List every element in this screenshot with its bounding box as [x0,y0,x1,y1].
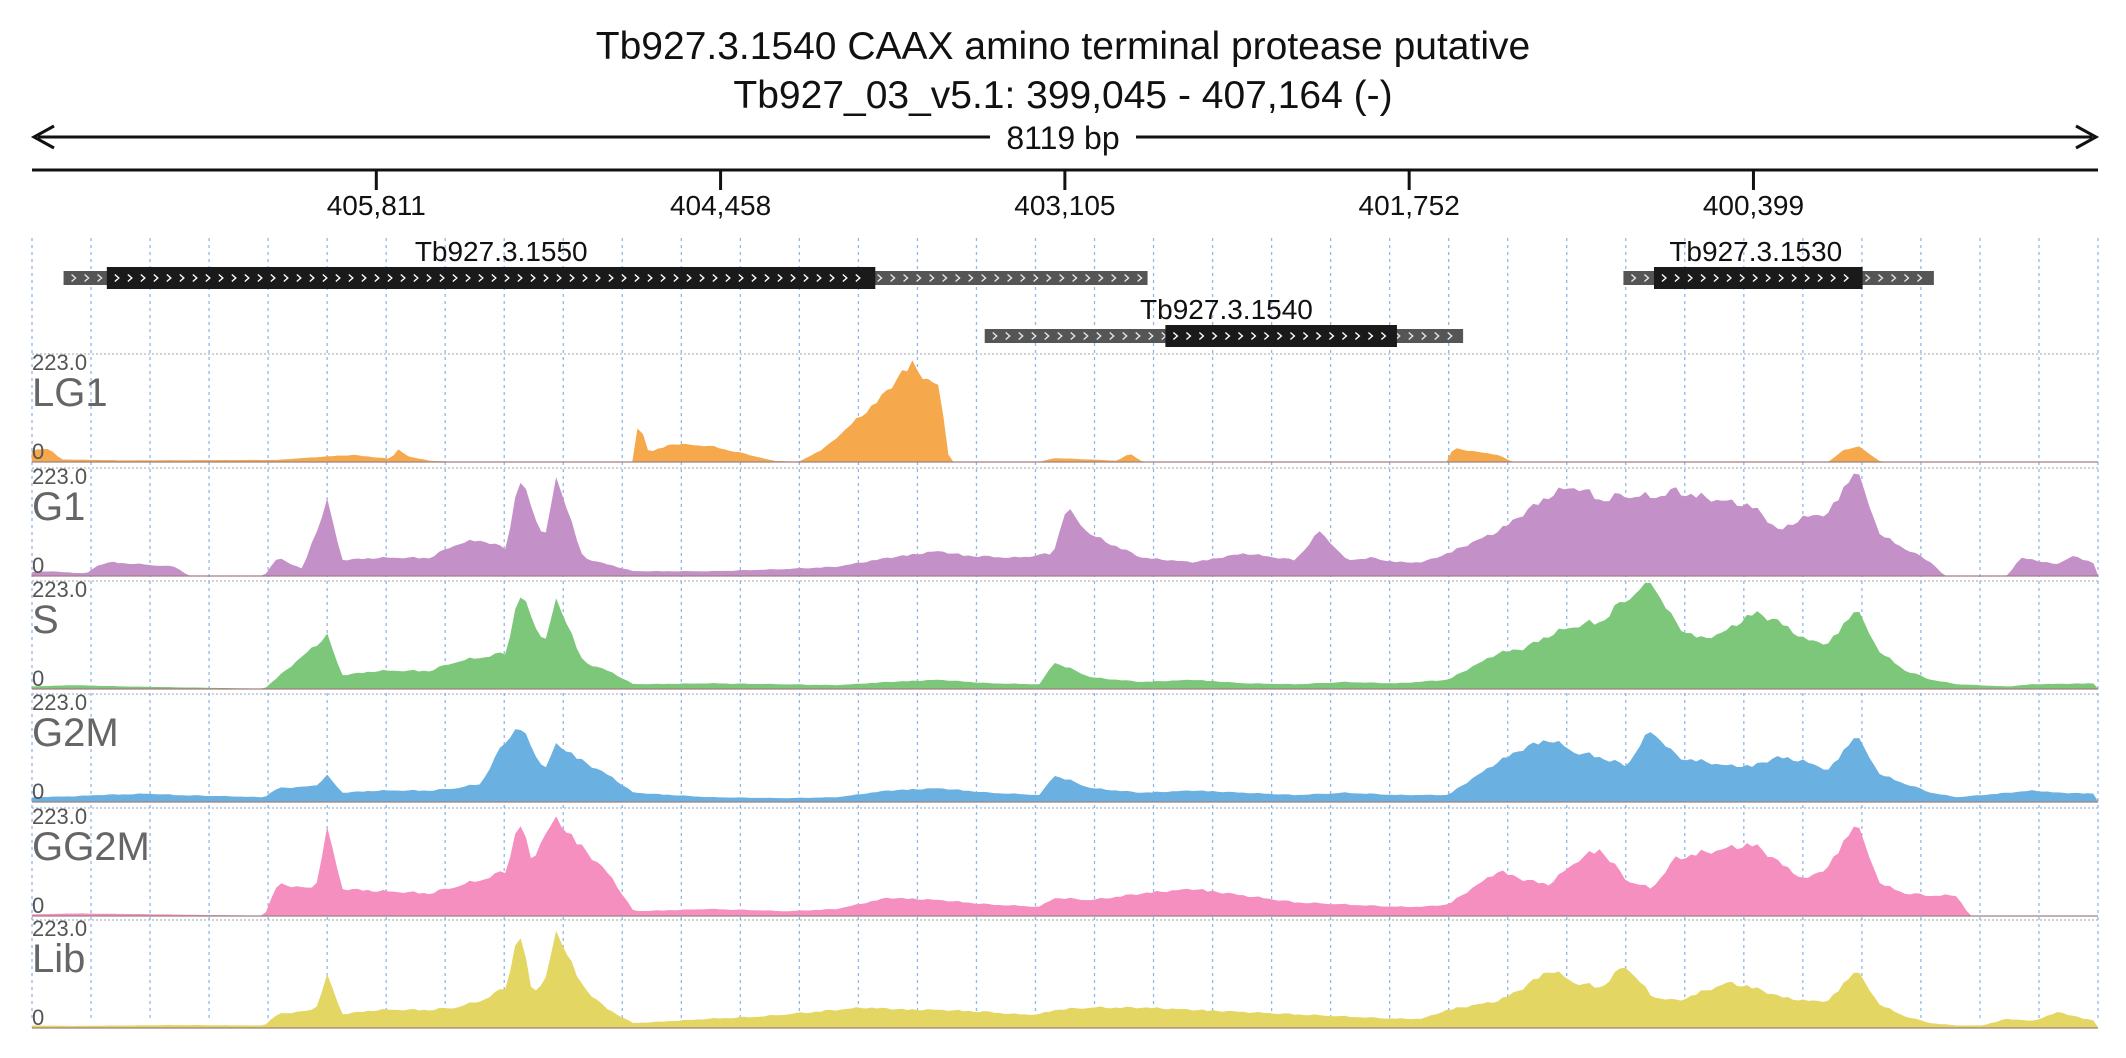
track-ymin-label: 0 [32,439,44,464]
axis-tick-label: 403,105 [1014,190,1115,221]
strand-chevron-icon [1661,273,1850,283]
coverage-track: 223.0 0 LG1 [31,350,2098,464]
coverage-track: 223.0 0 S [31,577,2099,691]
coverage-area [31,930,2099,1029]
track-ymin-label: 0 [32,666,44,691]
gene-label: Tb927.3.1540 [1140,294,1313,325]
gene-label: Tb927.3.1530 [1669,236,1842,267]
coverage-area [31,582,2099,690]
gene-model: Tb927.3.1530 [1623,236,1934,289]
track-ymax-label: 223.0 [32,690,87,715]
gene-annotation-track: Tb927.3.1550 Tb927.3.1540 Tb927.3.1530 [63,236,1934,347]
track-ymax-label: 223.0 [32,577,87,602]
coverage-tracks: 223.00LG1223.00G1223.00S223.00G2M223.00G… [31,350,2099,1030]
span-arrow-right-icon [2075,124,2100,150]
track-ymax-label: 223.0 [32,350,87,375]
axis-tick-label: 405,811 [327,190,426,221]
genomic-coordinate-axis: 405,811 404,458 403,105 401,752 400,399 [32,168,2098,221]
strand-chevron-icon [1172,331,1387,341]
gene-label: Tb927.3.1550 [415,236,588,267]
track-ymin-label: 0 [32,1005,44,1030]
coverage-track: 223.0 0 G2M [31,690,2099,804]
span-label: 8119 bp [1006,120,1119,156]
track-ymax-label: 223.0 [32,916,87,941]
coverage-area [31,729,2099,803]
track-name-label: G1 [32,485,85,529]
coverage-track: 223.0 0 G1 [31,464,2099,578]
track-ymax-label: 223.0 [32,804,87,829]
coverage-area [31,473,2099,577]
axis-tick-label: 401,752 [1359,190,1460,221]
locus-subtitle: Tb927_03_v5.1: 399,045 - 407,164 (-) [733,74,1392,117]
coverage-track: 223.0 0 GG2M [31,804,2098,918]
coverage-area [31,360,2098,463]
gene-cds [1653,267,1863,289]
coverage-track: 223.0 0 Lib [31,916,2099,1030]
strand-chevron-icon [114,273,861,283]
track-name-label: S [32,598,59,642]
coverage-area [31,816,2098,917]
region-span-indicator: 8119 bp [30,118,2100,156]
gene-cds [106,267,876,289]
axis-tick-label: 400,399 [1703,190,1804,221]
axis-tick-label: 404,458 [670,190,771,221]
track-ymin-label: 0 [32,893,44,918]
track-name-label: Lib [32,937,85,981]
gene-model: Tb927.3.1550 [63,236,1148,289]
track-name-label: GG2M [32,825,150,869]
gene-model: Tb927.3.1540 [984,294,1464,347]
track-ymin-label: 0 [32,553,44,578]
track-name-label: G2M [32,711,119,755]
track-ymax-label: 223.0 [32,464,87,489]
span-arrow-left-icon [30,124,55,150]
span-label-bg [990,118,1136,156]
track-ymin-label: 0 [32,779,44,804]
track-name-label: LG1 [32,371,108,415]
figure-title: Tb927.3.1540 CAAX amino terminal proteas… [596,25,1530,68]
